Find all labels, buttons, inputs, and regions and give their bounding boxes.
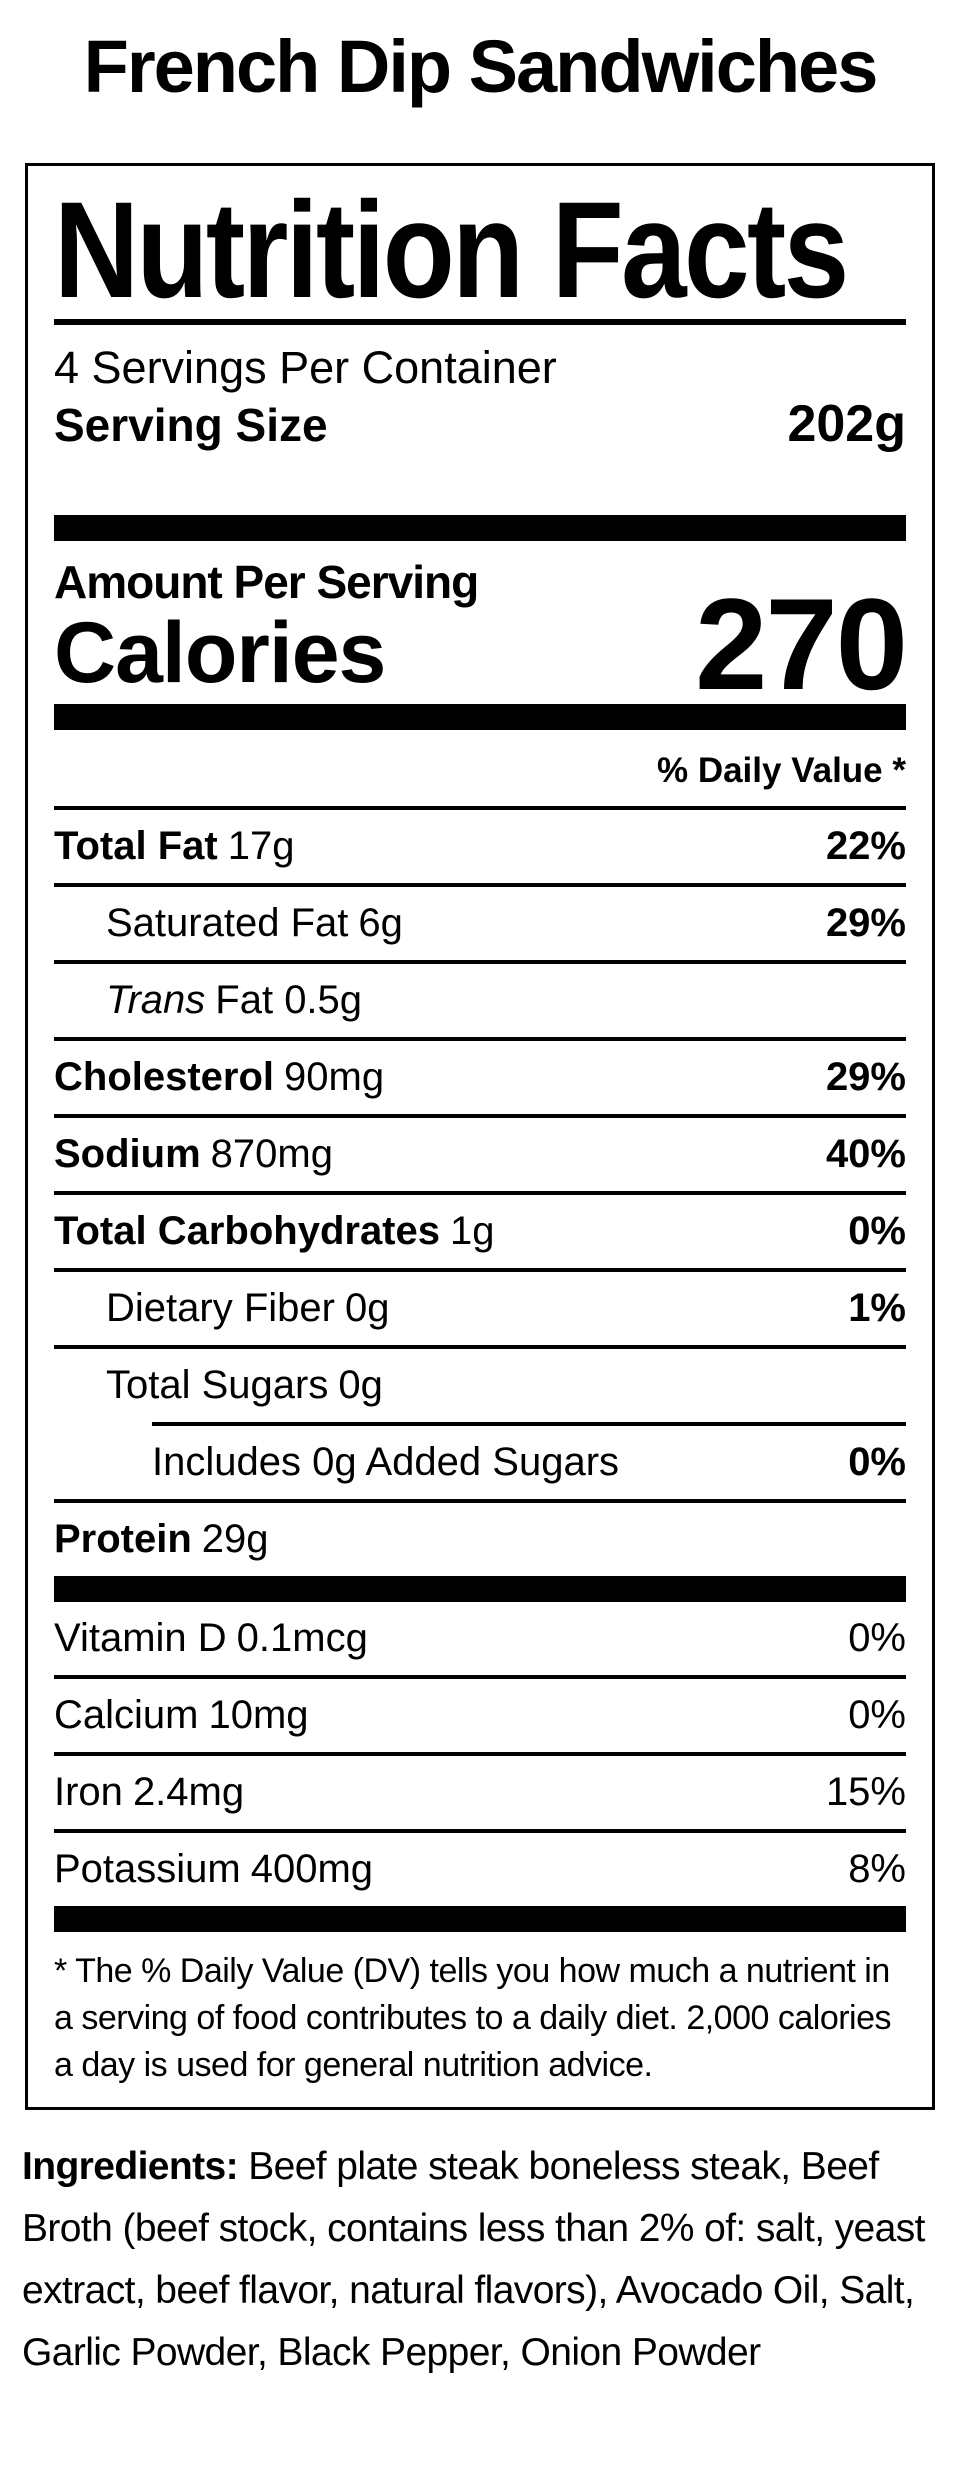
nutrient-name: Calcium bbox=[54, 1693, 199, 1738]
nutrient-row-potassium: Potassium 400mg 8% bbox=[54, 1833, 906, 1906]
nutrient-label-group: Sodium 870mg bbox=[54, 1131, 333, 1177]
divider-under-title bbox=[54, 319, 906, 326]
nutrient-label-group: Total Sugars 0g bbox=[106, 1362, 383, 1408]
nutrient-amount: 0g bbox=[338, 1363, 383, 1408]
daily-value-footnote: * The % Daily Value (DV) tells you how m… bbox=[54, 1952, 892, 2085]
nutrient-amount: 1g bbox=[450, 1209, 495, 1254]
nutrient-daily-value: 1% bbox=[848, 1286, 906, 1331]
nutrient-row-protein: Protein 29g bbox=[54, 1503, 906, 1576]
nutrient-label-group: Dietary Fiber 0g bbox=[106, 1285, 389, 1331]
nutrient-amount: 6g bbox=[358, 901, 403, 946]
nutrient-row-cholesterol: Cholesterol 90mg 29% bbox=[54, 1041, 906, 1119]
nutrient-name: Protein bbox=[54, 1517, 192, 1562]
thick-divider-bar bbox=[54, 704, 906, 731]
nutrient-label-group: Total Fat 17g bbox=[54, 823, 294, 869]
nutrient-name: Potassium bbox=[54, 1847, 241, 1892]
nutrient-label-group: Potassium 400mg bbox=[54, 1846, 373, 1892]
nutrient-amount: 0.1mcg bbox=[236, 1616, 368, 1661]
nutrient-row-calcium: Calcium 10mg 0% bbox=[54, 1679, 906, 1757]
nutrient-daily-value: 15% bbox=[825, 1770, 906, 1815]
nutrient-label-group: Cholesterol 90mg bbox=[54, 1054, 384, 1100]
nutrient-daily-value: 0% bbox=[848, 1209, 906, 1254]
nutrient-name: Saturated Fat bbox=[106, 901, 349, 946]
amount-per-serving-label: Amount Per Serving bbox=[54, 555, 479, 608]
nutrient-name: Total Fat bbox=[54, 824, 218, 869]
serving-size-value: 202g bbox=[787, 395, 906, 454]
nutrient-label-group: Vitamin D 0.1mcg bbox=[54, 1615, 368, 1661]
serving-size-row: Serving Size 202g bbox=[54, 395, 906, 455]
nutrient-amount: 17g bbox=[227, 824, 295, 869]
thick-divider-bar bbox=[54, 514, 906, 541]
nutrient-label-group: Total Carbohydrates 1g bbox=[54, 1208, 495, 1254]
nutrient-daily-value: 0% bbox=[848, 1440, 906, 1485]
nutrient-amount: 870mg bbox=[210, 1132, 333, 1177]
nutrient-amount: 90mg bbox=[284, 1055, 385, 1100]
nutrient-name: Dietary Fiber bbox=[106, 1286, 335, 1331]
nutrient-row-sodium: Sodium 870mg 40% bbox=[54, 1118, 906, 1196]
serving-size-label: Serving Size bbox=[54, 399, 328, 452]
nutrient-amount: 2.4mg bbox=[132, 1770, 245, 1815]
nutrient-label-group: Saturated Fat 6g bbox=[106, 900, 403, 946]
nutrient-name: Vitamin D bbox=[54, 1616, 227, 1661]
micronutrient-rows: Vitamin D 0.1mcg 0% Calcium 10mg 0% Iron 2.… bbox=[54, 1602, 906, 1906]
nutrient-row-dietary-fiber: Dietary Fiber 0g 1% bbox=[54, 1272, 906, 1350]
nutrient-daily-value: 0% bbox=[848, 1616, 906, 1661]
nutrient-name: Total Carbohydrates bbox=[54, 1209, 440, 1254]
nutrient-row-vitamin-d: Vitamin D 0.1mcg 0% bbox=[54, 1602, 906, 1680]
nutrient-rows: Total Fat 17g 22% Saturated Fat 6g 29% Tra… bbox=[54, 810, 906, 1576]
nutrient-daily-value: 22% bbox=[825, 824, 906, 869]
nutrient-label-group: Iron 2.4mg bbox=[54, 1769, 244, 1815]
nutrient-name: Total Sugars bbox=[106, 1363, 329, 1408]
ingredients-label: Ingredients: bbox=[22, 2145, 239, 2189]
nutrient-label-group: Calcium 10mg bbox=[54, 1692, 309, 1738]
calories-left-column: Amount Per Serving Calories bbox=[54, 555, 479, 702]
ingredients-paragraph: Ingredients: Beef plate steak boneless s… bbox=[22, 2136, 933, 2384]
nutrient-amount: 400mg bbox=[250, 1847, 374, 1892]
nutrient-row-saturated-fat: Saturated Fat 6g 29% bbox=[54, 887, 906, 965]
calories-value: 270 bbox=[695, 571, 908, 718]
nutrient-row-trans-fat: Trans Fat 0.5g bbox=[54, 964, 906, 1042]
nutrient-row-total-carbohydrates: Total Carbohydrates 1g 0% bbox=[54, 1195, 906, 1273]
nutrient-amount: 10mg bbox=[208, 1693, 309, 1738]
nutrient-amount: 29g bbox=[201, 1517, 269, 1562]
nutrition-facts-label: Nutrition Facts 4 Servings Per Container… bbox=[25, 163, 935, 2111]
thick-divider-bar bbox=[54, 1906, 906, 1933]
nutrient-amount: 0g bbox=[344, 1286, 390, 1331]
calories-section: Amount Per Serving Calories 270 bbox=[54, 541, 908, 718]
nutrient-daily-value: 8% bbox=[848, 1847, 906, 1892]
nutrient-label-group: Trans Fat 0.5g bbox=[106, 977, 362, 1023]
nutrient-label-group: Includes 0g Added Sugars bbox=[152, 1439, 629, 1485]
ingredients-text: Beef plate steak boneless steak, Beef Br… bbox=[22, 2145, 925, 2375]
nutrient-daily-value: 29% bbox=[825, 901, 906, 946]
nutrient-row-total-sugars: Total Sugars 0g bbox=[54, 1349, 906, 1422]
nutrient-row-added-sugars: Includes 0g Added Sugars 0% bbox=[54, 1426, 906, 1504]
nutrient-name: Iron bbox=[54, 1770, 123, 1815]
nutrient-row-iron: Iron 2.4mg 15% bbox=[54, 1756, 906, 1834]
servings-per-container: 4 Servings Per Container bbox=[54, 342, 557, 394]
nutrient-daily-value: 29% bbox=[825, 1055, 906, 1100]
nutrient-amount: Fat 0.5g bbox=[215, 978, 363, 1023]
thick-divider-bar bbox=[54, 1576, 906, 1603]
nutrient-row-total-fat: Total Fat 17g 22% bbox=[54, 810, 906, 888]
nutrient-name: Sodium bbox=[54, 1132, 201, 1177]
nutrient-name: Trans bbox=[106, 978, 206, 1023]
nutrient-name: Includes 0g Added Sugars bbox=[152, 1440, 620, 1485]
page-title: French Dip Sandwiches bbox=[83, 25, 879, 108]
nutrient-daily-value: 40% bbox=[825, 1132, 906, 1177]
daily-value-header: % Daily Value * bbox=[54, 730, 906, 811]
nutrition-facts-title: Nutrition Facts bbox=[54, 174, 849, 328]
indented-divider bbox=[152, 1422, 906, 1427]
nutrient-name: Cholesterol bbox=[54, 1055, 275, 1100]
nutrient-label-group: Protein 29g bbox=[54, 1516, 269, 1562]
nutrient-daily-value: 0% bbox=[848, 1693, 906, 1738]
calories-label: Calories bbox=[54, 605, 386, 702]
